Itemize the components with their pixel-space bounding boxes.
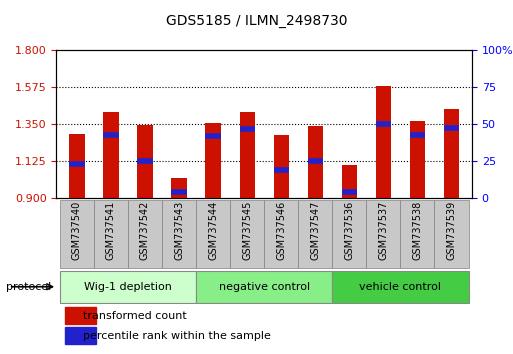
Text: vehicle control: vehicle control <box>360 282 441 292</box>
Bar <box>103 112 119 198</box>
Text: negative control: negative control <box>219 282 310 292</box>
Bar <box>65 327 96 343</box>
Bar <box>401 200 435 268</box>
Bar <box>376 86 391 198</box>
Text: GSM737543: GSM737543 <box>174 201 184 260</box>
Bar <box>137 125 153 198</box>
Bar <box>366 200 401 268</box>
Text: GSM737537: GSM737537 <box>379 201 388 261</box>
Text: GSM737539: GSM737539 <box>446 201 457 260</box>
Text: percentile rank within the sample: percentile rank within the sample <box>84 331 271 341</box>
Text: GSM737541: GSM737541 <box>106 201 116 260</box>
Bar <box>435 200 468 268</box>
Text: GDS5185 / ILMN_2498730: GDS5185 / ILMN_2498730 <box>166 14 347 28</box>
Bar <box>171 178 187 198</box>
Text: transformed count: transformed count <box>84 311 187 321</box>
Bar <box>298 200 332 268</box>
Bar <box>444 109 459 198</box>
Text: GSM737547: GSM737547 <box>310 201 320 261</box>
Bar <box>128 200 162 268</box>
Text: protocol: protocol <box>6 282 51 292</box>
Text: GSM737536: GSM737536 <box>344 201 354 260</box>
Bar <box>332 200 366 268</box>
Bar <box>65 307 96 324</box>
Bar <box>332 271 468 303</box>
Bar <box>230 200 264 268</box>
Bar <box>240 112 255 198</box>
Bar <box>308 126 323 198</box>
Bar <box>196 271 332 303</box>
Bar <box>264 200 298 268</box>
Bar <box>205 123 221 198</box>
Bar <box>162 200 196 268</box>
Text: GSM737540: GSM737540 <box>72 201 82 260</box>
Text: Wig-1 depletion: Wig-1 depletion <box>84 282 172 292</box>
Text: GSM737545: GSM737545 <box>242 201 252 261</box>
Bar <box>273 135 289 198</box>
Bar <box>60 200 94 268</box>
Bar <box>196 200 230 268</box>
Text: GSM737538: GSM737538 <box>412 201 423 260</box>
Text: GSM737546: GSM737546 <box>276 201 286 260</box>
Bar <box>342 165 357 198</box>
Bar <box>60 271 196 303</box>
Bar <box>69 134 85 198</box>
Text: GSM737542: GSM737542 <box>140 201 150 261</box>
Bar <box>94 200 128 268</box>
Bar <box>410 121 425 198</box>
Text: GSM737544: GSM737544 <box>208 201 218 260</box>
